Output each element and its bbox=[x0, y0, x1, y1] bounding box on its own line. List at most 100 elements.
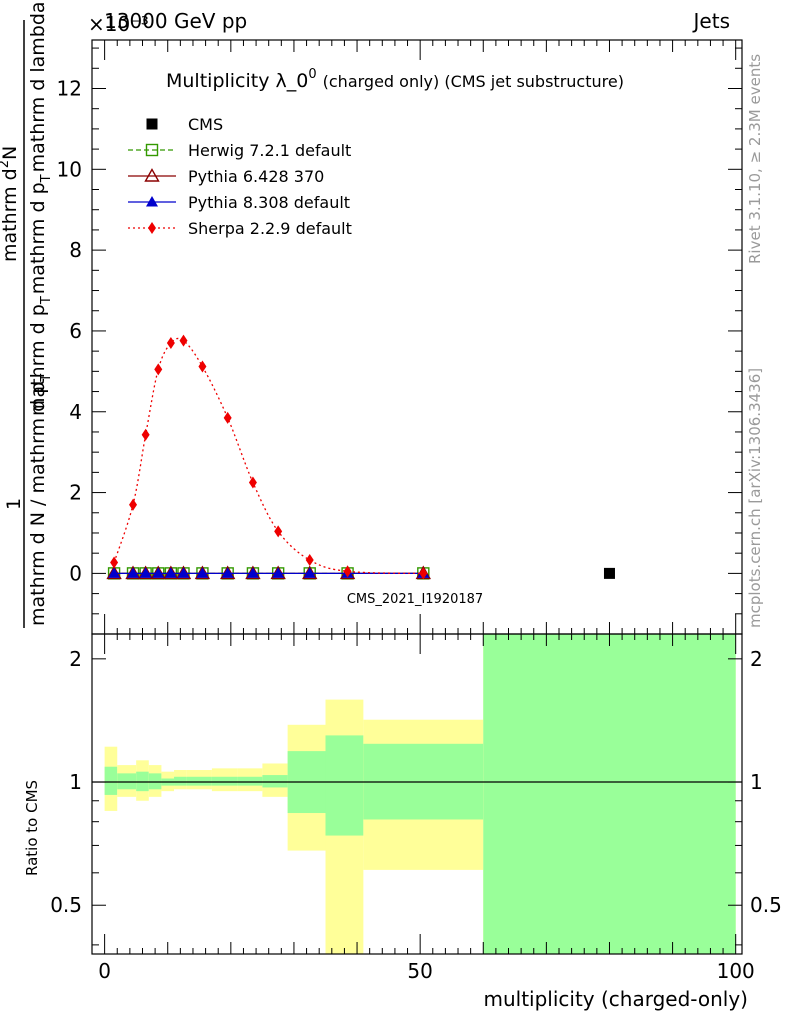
band-inner-8 bbox=[237, 776, 263, 786]
ratio-ytick-label-left-0: 0.5 bbox=[50, 893, 82, 917]
series-4-point-4 bbox=[166, 337, 175, 350]
y-axis-label-ratio: Ratio to CMS bbox=[23, 780, 41, 876]
series-4-point-7 bbox=[223, 411, 232, 424]
band-inner-3 bbox=[148, 773, 162, 790]
legend-entry-1: Herwig 7.2.1 default bbox=[128, 141, 351, 160]
series-3 bbox=[108, 567, 430, 578]
main-ytick-label-3: 6 bbox=[69, 319, 82, 343]
chart-title-main: Multiplicity λ_0 bbox=[166, 70, 308, 92]
band-inner-7 bbox=[211, 776, 238, 786]
series-2-point-2 bbox=[137, 565, 154, 580]
series-3-point-4 bbox=[164, 567, 177, 578]
legend-marker-0 bbox=[146, 118, 158, 130]
legend-label-2: Pythia 6.428 370 bbox=[188, 167, 324, 186]
band-inner-2 bbox=[136, 771, 149, 792]
ylabel-one: 1 bbox=[3, 498, 25, 510]
legend-marker-1 bbox=[145, 143, 159, 157]
ylabel-num-a: mathrm d bbox=[0, 168, 21, 262]
series-4-point-12 bbox=[419, 567, 428, 580]
series-3-point-6 bbox=[196, 567, 209, 578]
legend-label-0: CMS bbox=[188, 115, 223, 134]
legend-marker-2 bbox=[144, 168, 160, 182]
legend-entry-4: Sherpa 2.2.9 default bbox=[128, 219, 352, 238]
band-inner-9 bbox=[262, 775, 288, 788]
xtick-label-0: 0 bbox=[98, 959, 111, 983]
header-exponent: ×10⁻³ bbox=[88, 12, 149, 36]
series-3-point-10 bbox=[303, 567, 316, 578]
chart-title-small: (charged only) (CMS jet substructure) bbox=[323, 72, 624, 91]
series-2-point-1 bbox=[125, 565, 141, 580]
ylabel-denom-sub: T bbox=[39, 374, 54, 383]
series-4-point-1 bbox=[129, 498, 138, 511]
band-inner-6 bbox=[186, 776, 212, 786]
main-ytick-label-4: 8 bbox=[69, 238, 82, 262]
ratio-ytick-label-right-1: 1 bbox=[750, 770, 763, 794]
ylabel-num-c-sub: T bbox=[39, 296, 54, 305]
series-3-point-1 bbox=[127, 567, 140, 578]
series-3-point-9 bbox=[272, 567, 285, 578]
band-inner-11 bbox=[325, 735, 364, 836]
series-4-point-10 bbox=[305, 554, 314, 567]
band-inner-5 bbox=[174, 776, 187, 786]
ylabel-num-sup: 2 bbox=[0, 160, 12, 168]
legend-entry-0: CMS bbox=[146, 115, 223, 134]
series-2-point-4 bbox=[163, 565, 179, 580]
series-4-point-8 bbox=[248, 476, 257, 489]
series-2-point-8 bbox=[245, 565, 261, 580]
ratio-ytick-label-right-0: 0.5 bbox=[750, 893, 782, 917]
series-line-4 bbox=[113, 337, 424, 575]
ratio-ytick-label-left-1: 1 bbox=[69, 770, 82, 794]
series-2-point-5 bbox=[175, 565, 192, 580]
ratio-ytick-label-left-2: 2 bbox=[69, 647, 82, 671]
header-right: Jets bbox=[692, 9, 730, 33]
ylabel-num-c: mathrm d p bbox=[27, 304, 49, 416]
ratio-bands bbox=[92, 634, 742, 954]
xtick-label-2: 100 bbox=[717, 959, 755, 983]
ylabel-denominator: mathrm d N / mathrm d pT bbox=[27, 374, 54, 626]
series-2-point-10 bbox=[302, 565, 318, 580]
band-inner-1 bbox=[117, 773, 137, 790]
ylabel-num-d-sub: T bbox=[39, 174, 54, 183]
chart-title: Multiplicity λ_00 (charged only) (CMS jet… bbox=[166, 67, 624, 92]
series-2-point-3 bbox=[150, 565, 166, 580]
series-3-point-5 bbox=[177, 567, 190, 578]
side-text-mcplots: mcplots.cern.ch [arXiv:1306.3436] bbox=[746, 368, 764, 628]
band-inner-0 bbox=[104, 766, 118, 795]
series-4-point-5 bbox=[179, 334, 188, 347]
watermark: CMS_2021_I1920187 bbox=[347, 592, 483, 607]
main-ytick-label-5: 10 bbox=[57, 157, 82, 181]
series-2-point-7 bbox=[219, 565, 236, 580]
xtick-label-1: 50 bbox=[407, 959, 432, 983]
series-3-point-2 bbox=[139, 567, 152, 578]
main-ytick-label-6: 12 bbox=[57, 76, 82, 100]
series-3-point-8 bbox=[246, 567, 259, 578]
legend-marker-3 bbox=[146, 196, 158, 207]
chart-title-sup: 0 bbox=[308, 67, 316, 82]
series-4-point-2 bbox=[141, 428, 150, 441]
frame-ratio bbox=[91, 633, 743, 955]
ylabel-numerator-2: mathrm d pTmathrm d pTmathrm d lambda bbox=[27, 1, 54, 416]
series-4 bbox=[110, 334, 428, 580]
legend-label-3: Pythia 8.308 default bbox=[188, 193, 350, 212]
side-text-rivet: Rivet 3.1.10, ≥ 2.3M events bbox=[746, 54, 764, 264]
ylabel-denom-main: mathrm d N / mathrm d p bbox=[27, 382, 49, 626]
series-3-point-7 bbox=[221, 567, 234, 578]
legend-label-4: Sherpa 2.2.9 default bbox=[188, 219, 352, 238]
legend-label-1: Herwig 7.2.1 default bbox=[188, 141, 351, 160]
series-0 bbox=[603, 567, 615, 579]
ylabel-num-e: mathrm d lambda bbox=[27, 1, 49, 172]
main-ytick-label-2: 4 bbox=[69, 400, 82, 424]
legend: CMS Herwig 7.2.1 default Pythia 6.428 370 P… bbox=[128, 115, 352, 238]
main-ytick-label-1: 2 bbox=[69, 481, 82, 505]
legend-entry-2: Pythia 6.428 370 bbox=[128, 167, 324, 186]
series-4-point-3 bbox=[154, 363, 163, 376]
ylabel-num-d: mathrm d p bbox=[27, 182, 49, 294]
ratio-ytick-label-right-2: 2 bbox=[750, 647, 763, 671]
main-ytick-label-0: 0 bbox=[69, 561, 82, 585]
legend-marker-4 bbox=[148, 222, 156, 234]
series-2-point-0 bbox=[106, 565, 122, 580]
series-4-point-6 bbox=[198, 360, 207, 373]
series-4-point-11 bbox=[343, 565, 352, 578]
